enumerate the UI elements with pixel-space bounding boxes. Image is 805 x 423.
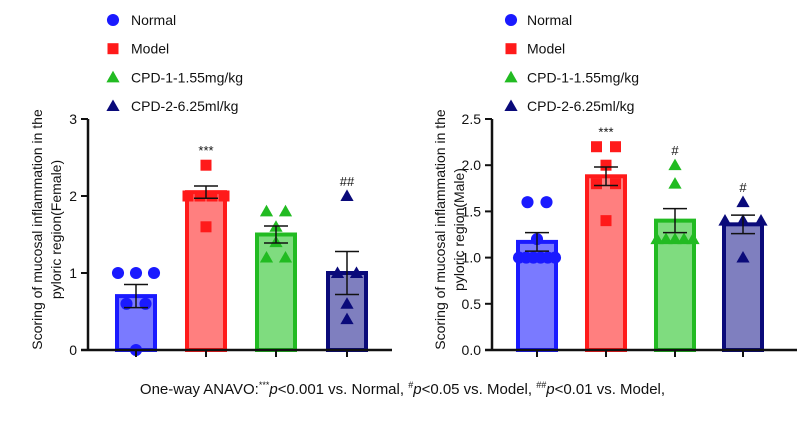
data-point bbox=[139, 297, 152, 310]
data-point bbox=[610, 141, 621, 153]
data-point bbox=[591, 178, 602, 190]
y-tick-label: 3 bbox=[69, 111, 77, 127]
data-point bbox=[147, 266, 161, 280]
legend-marker-triangle-icon bbox=[106, 70, 120, 83]
legend-label-3: CPD-2-6.25ml/kg bbox=[527, 98, 634, 114]
data-point bbox=[600, 215, 612, 227]
data-point bbox=[111, 266, 125, 280]
legend-label-3: CPD-2-6.25ml/kg bbox=[131, 98, 238, 114]
legend-marker-triangle-icon bbox=[504, 99, 518, 112]
data-point bbox=[668, 177, 682, 189]
bar-CPD-1-1.55mg/kg bbox=[255, 232, 297, 352]
legend-label-2: CPD-1-1.55mg/kg bbox=[527, 69, 639, 85]
data-point bbox=[330, 266, 345, 278]
data-point bbox=[540, 196, 553, 209]
significance-label: ## bbox=[340, 174, 355, 189]
significance-label: # bbox=[671, 143, 679, 158]
data-point bbox=[677, 232, 691, 245]
y-tick-label: 1.0 bbox=[462, 250, 482, 266]
legend-label-2: CPD-1-1.55mg/kg bbox=[131, 69, 243, 85]
footnote: One-way ANAVO:***p<0.001 vs. Normal, #p<… bbox=[0, 380, 805, 398]
footnote-text3: <0.01 vs. Model, bbox=[554, 381, 666, 398]
footnote-text2: <0.05 vs. Model, bbox=[421, 381, 537, 398]
data-point bbox=[340, 312, 354, 325]
legend-marker-circle-icon bbox=[504, 13, 518, 27]
data-point bbox=[194, 190, 206, 202]
data-point bbox=[718, 214, 732, 226]
y-axis-label: pyloric region(Male) bbox=[451, 168, 467, 291]
data-point bbox=[259, 251, 274, 263]
y-axis-label: Scoring of mucosal inflammation in the bbox=[29, 109, 45, 350]
data-point bbox=[278, 204, 293, 217]
y-axis-label: Scoring of mucosal inflammation in the bbox=[432, 109, 448, 350]
y-tick-label: 0.0 bbox=[462, 342, 482, 358]
footnote-text1: <0.001 vs. Normal, bbox=[277, 381, 409, 398]
data-point bbox=[600, 159, 612, 171]
data-point bbox=[659, 232, 673, 245]
y-tick-label: 1.5 bbox=[462, 203, 482, 219]
bar-Model bbox=[185, 190, 227, 352]
footnote-sup2: # bbox=[408, 380, 414, 390]
legend-marker-square-icon bbox=[505, 43, 517, 55]
legend-marker-square-icon bbox=[107, 43, 119, 55]
data-point bbox=[340, 189, 354, 201]
data-point bbox=[200, 159, 212, 171]
data-point bbox=[736, 251, 750, 263]
y-tick-label: 0.5 bbox=[462, 296, 482, 312]
significance-label: # bbox=[739, 180, 747, 195]
data-point bbox=[754, 214, 768, 226]
data-point bbox=[668, 158, 682, 171]
y-tick-label: 2 bbox=[69, 188, 77, 204]
significance-label: *** bbox=[598, 125, 613, 140]
data-point bbox=[650, 232, 664, 245]
footnote-p2: p bbox=[413, 381, 422, 398]
data-point bbox=[259, 204, 274, 217]
footnote-p3: p bbox=[546, 381, 555, 398]
data-point bbox=[129, 266, 143, 280]
data-point bbox=[349, 266, 364, 278]
data-point bbox=[548, 251, 562, 264]
footnote-p1: p bbox=[269, 381, 278, 398]
footnote-sup1: *** bbox=[258, 380, 270, 390]
footnote-sup3: ## bbox=[536, 380, 547, 390]
y-tick-label: 0 bbox=[69, 342, 77, 358]
bar-CPD-2-6.25ml/kg bbox=[722, 222, 764, 352]
legend-marker-triangle-icon bbox=[106, 99, 120, 112]
data-point bbox=[736, 195, 750, 208]
footnote-prefix: One-way ANAVO: bbox=[139, 381, 259, 398]
significance-label: *** bbox=[198, 143, 213, 158]
data-point bbox=[218, 190, 230, 202]
legend-marker-circle-icon bbox=[106, 13, 120, 27]
y-tick-label: 2.5 bbox=[462, 111, 482, 127]
data-point bbox=[591, 141, 602, 153]
y-tick-label: 1 bbox=[69, 265, 77, 281]
data-point bbox=[200, 221, 212, 233]
y-axis-label: pyloric region(Female) bbox=[48, 160, 64, 299]
data-point bbox=[340, 297, 354, 309]
data-point bbox=[182, 190, 194, 202]
legend-label-0: Normal bbox=[131, 12, 176, 28]
bar-Model bbox=[585, 174, 627, 352]
legend-label-0: Normal bbox=[527, 12, 572, 28]
data-point bbox=[610, 178, 621, 190]
data-point bbox=[521, 196, 534, 209]
data-point bbox=[120, 297, 133, 310]
data-point bbox=[206, 190, 218, 202]
data-point bbox=[686, 232, 700, 245]
data-point bbox=[668, 232, 682, 245]
legend-label-1: Model bbox=[131, 41, 169, 57]
legend-marker-triangle-icon bbox=[504, 70, 518, 83]
legend-label-1: Model bbox=[527, 41, 565, 57]
data-point bbox=[278, 251, 293, 263]
y-tick-label: 2.0 bbox=[462, 157, 482, 173]
